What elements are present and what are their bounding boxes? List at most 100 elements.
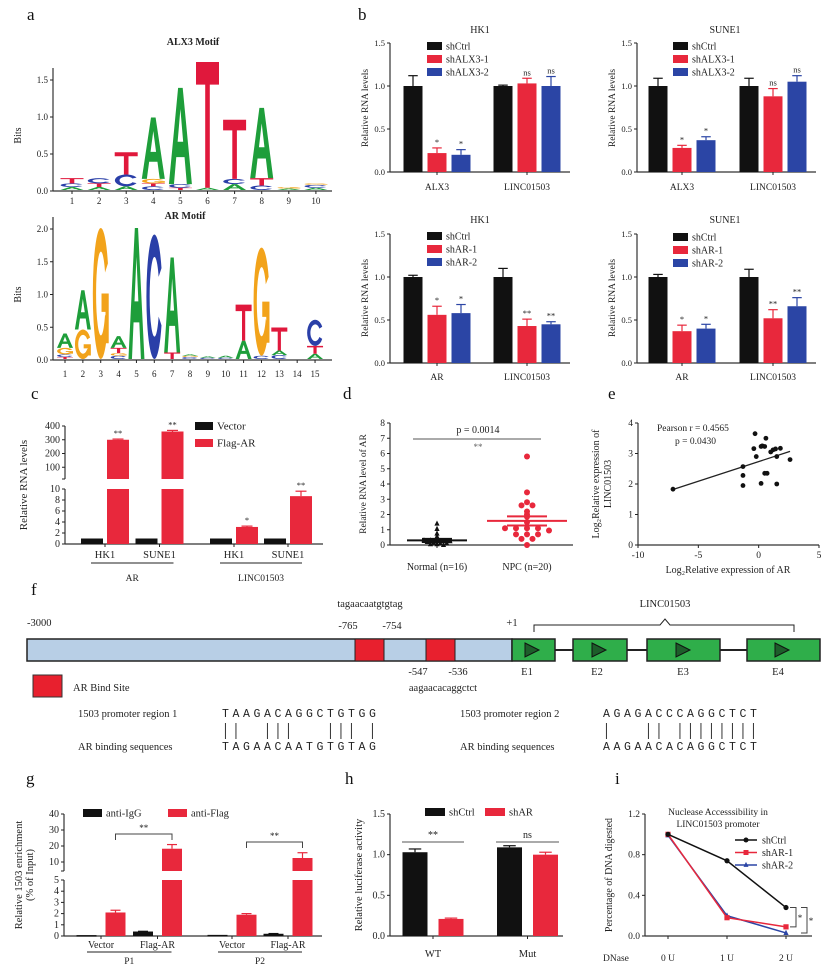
category-label: Vector [219,940,246,951]
x-tick-label: 11 [239,369,248,379]
logo-letter-G [74,329,91,359]
logo-letter-shape [262,301,270,343]
arrow-icon [675,642,692,658]
legend-label: anti-IgG [106,809,142,820]
logo-letter-shape [182,355,198,358]
x-tick-label: -10 [632,551,645,561]
logo-letter-A [57,333,73,348]
data-point [524,489,530,496]
legend-label: shCtrl [692,233,717,244]
logo-letter-shape [253,355,269,359]
logo-letter-shape [277,187,300,189]
logo-letter-G [92,228,109,360]
x-tick-label: 4 [116,369,121,379]
logo-letter-C [146,234,162,359]
data-point [743,850,749,855]
chart-b2: 0.0 0.5 1.0 1.5 SUNE1 Relative RNA levels ALX3… [608,25,816,193]
legend-swatch [485,808,505,816]
x-axis-label: DNase [603,954,629,964]
bar [236,526,258,544]
y-tick-label: 1.0 [621,272,632,282]
logo-letter-C [169,184,191,188]
data-point [724,858,730,864]
y-tick-label: 0.0 [374,358,385,368]
bar [541,86,561,172]
y-tick-label: 0.0 [37,355,49,365]
logo-letter-A [141,117,165,179]
data-point [524,531,530,538]
logo-letter-C [271,355,287,359]
panel-label-d: d [343,384,352,403]
chart-title: HK1 [470,215,489,226]
logo-letter-C [141,186,164,190]
exon-label-e2: E2 [591,667,603,678]
category-label: SUNE1 [143,550,176,561]
y-tick-label: 1.0 [621,81,632,91]
logo-letter-A [196,187,219,190]
exon-label-e4: E4 [772,667,784,678]
bar [763,318,783,363]
logo-letter-G [57,347,73,355]
logo-letter-shape [114,186,138,190]
p-value-annotation: p = 0.0430 [675,437,716,447]
logo-letter-shape [250,107,274,179]
x-tick-label: 5 [134,369,139,379]
y-tick-label: 0.5 [374,124,385,134]
y-tick-label: 1.0 [37,290,49,300]
legend-label: shALX3-2 [692,68,735,79]
y-tick-label: 1.5 [37,75,49,85]
y-tick-label: 5 [54,875,59,886]
legend-swatch [673,68,688,76]
y-tick-label: 6 [55,506,60,517]
y-tick-label: 20 [49,841,59,852]
x-tick-label: 3 [124,196,129,206]
logo-letter-T [164,352,181,359]
logo-letter-shape [92,228,108,360]
logo-letter-shape [110,353,126,356]
logo-letter-A [235,340,252,359]
exon-e1 [511,638,556,662]
bar [787,306,807,363]
bar [739,277,759,363]
logo-letter-shape [317,184,328,185]
data-point [783,904,789,911]
data-point [434,533,440,539]
legend-label: shCtrl [762,836,787,847]
x-tick-label: 8 [188,369,193,379]
logo-letter-G [182,355,199,358]
legend-label: shAR-1 [692,246,723,257]
y-tick-label: 2 [380,511,385,521]
y-tick-label: 0.0 [373,931,386,942]
chart-title: HK1 [470,25,489,36]
data-point [524,525,530,532]
logo-letter-shape [101,293,109,344]
exon-label-e3: E3 [677,667,689,678]
category-label: Vector [88,940,115,951]
significance-label: * [245,515,249,525]
logo-letter-C [307,319,323,346]
y-tick-label: 3 [54,897,59,908]
y-tick-label: 400 [45,421,60,432]
logo-letter-shape [223,178,245,185]
bar [402,852,428,936]
data-point [783,924,789,930]
y-tick-label: 40 [49,809,59,820]
significance-label: ns [523,830,532,841]
group-label: LINC01503 [238,574,284,584]
y-tick-label: 0 [54,931,59,942]
y-tick-label: 1.5 [621,38,632,48]
legend-swatch [427,55,442,63]
legend-label: shAR-2 [692,259,723,270]
logo-letter-T [223,119,247,179]
x-tick-label: 1 U [720,954,734,964]
data-point [774,454,780,459]
logo-letter-shape [164,352,181,359]
bar [696,140,716,172]
logo-letter-T [87,183,111,188]
logo-letter-shape [199,356,216,358]
y-tick-label: 5 [380,465,385,475]
arrow-icon [774,642,791,658]
